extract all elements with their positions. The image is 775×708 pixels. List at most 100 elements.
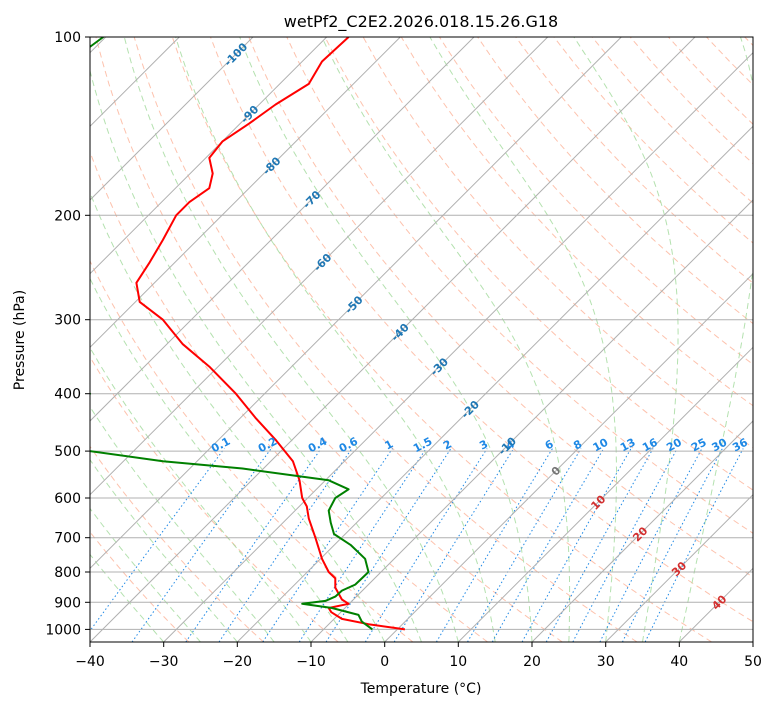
- plot-frame: [89, 36, 754, 643]
- mixing-ratio-label: 10: [591, 436, 611, 455]
- mixing-ratio-label: 1.5: [411, 435, 434, 456]
- mixing-ratio-label: 0.4: [306, 435, 330, 456]
- isotherm-line: [752, 641, 753, 642]
- moist-adiabat-line: [429, 37, 617, 642]
- isotherm-line: [90, 37, 401, 349]
- mixing-ratio-label: 2: [441, 437, 454, 452]
- y-tick-label: 100: [54, 30, 81, 46]
- x-tick-label: 40: [670, 654, 688, 670]
- y-tick-label: 900: [54, 595, 81, 611]
- mixing-ratio-label: 36: [730, 436, 750, 455]
- mixing-ratio-label: 20: [664, 436, 684, 455]
- x-tick-label: 0: [380, 654, 389, 670]
- dry-adiabat-line: [668, 37, 753, 125]
- mixing-ratio-line: [364, 448, 488, 642]
- isotherm-line: [90, 37, 696, 642]
- mixing-ratio-line: [185, 448, 322, 642]
- mixing-ratio-line: [298, 448, 427, 642]
- moist-adiabat-line: [239, 37, 533, 642]
- isotherm-line: [90, 37, 254, 201]
- dry-adiabat-line: [95, 37, 563, 642]
- plot-area: 0.1 0.2 0.4 0.6 1 1.5 2 3 4 6 8 10 13 16 20 25 30 36-100-…: [89, 36, 754, 643]
- dry-adiabat-line: [90, 259, 414, 642]
- mixing-ratio-label: 25: [689, 436, 709, 455]
- dry-adiabat-line: [706, 37, 753, 86]
- y-tick-label: 400: [54, 387, 81, 403]
- dry-adiabat-line: [744, 37, 753, 47]
- moist-adiabat-line: [90, 507, 201, 642]
- y-tick-label: 1000: [45, 622, 81, 638]
- isotherm-line: [531, 420, 753, 642]
- mixing-ratio-label: 0.6: [337, 435, 361, 456]
- mixing-ratio-label: 16: [640, 436, 660, 455]
- isotherm-line: [90, 37, 475, 422]
- y-axis-label: Pressure (hPa): [12, 290, 28, 390]
- dry-adiabat-line: [553, 37, 753, 244]
- mixing-ratio-line: [572, 448, 678, 642]
- isotherm-label: -80: [260, 154, 283, 177]
- moist-adiabat-line: [90, 191, 386, 642]
- isotherm-label: 10: [588, 492, 608, 512]
- y-tick-label: 800: [54, 565, 81, 581]
- mixing-ratio-line: [218, 448, 353, 642]
- isotherm-line: [90, 37, 622, 570]
- y-tick-label: 500: [54, 444, 81, 460]
- mixing-ratio-line: [467, 448, 582, 642]
- isotherm-line: [163, 51, 753, 642]
- mixing-ratio-line: [131, 448, 272, 642]
- y-tick-label: 300: [54, 313, 81, 329]
- dry-adiabat-line: [210, 37, 753, 623]
- isotherm-line: [605, 493, 753, 642]
- y-axis: 100 200 300 400 500 600 700 800 900 1000: [45, 30, 90, 638]
- mixing-ratio-line: [90, 448, 225, 632]
- dry-adiabat-line: [90, 356, 339, 642]
- dry-adiabat-line: [248, 37, 753, 578]
- dry-adiabat-line: [286, 37, 753, 534]
- dry-adiabat-line: [324, 37, 753, 491]
- grid-lines: [90, 37, 753, 642]
- mixing-ratio-label: 13: [618, 436, 638, 455]
- isotherm-line: [90, 37, 328, 275]
- dry-adiabat-line: [90, 445, 264, 642]
- moist-adiabat-line: [175, 37, 496, 642]
- moist-adiabat-line: [90, 68, 422, 642]
- dewpoint-line: [90, 37, 373, 631]
- mixing-ratio-line: [435, 448, 553, 642]
- mixing-ratio-line: [262, 448, 393, 642]
- moist-adiabat-line: [90, 458, 238, 642]
- mixing-ratio-line: [491, 448, 605, 642]
- mixing-ratio-line: [393, 448, 515, 642]
- background-lines: [90, 37, 753, 642]
- dry-adiabat-line: [133, 37, 638, 642]
- moist-adiabat-line: [90, 346, 312, 642]
- y-tick-label: 600: [54, 491, 81, 507]
- isotherm-line: [90, 37, 549, 496]
- temperature-line: [135, 37, 406, 631]
- dry-adiabat-line: [90, 531, 190, 642]
- y-tick-label: 200: [54, 208, 81, 224]
- moist-adiabat-line: [573, 37, 679, 642]
- y-tick-label: 700: [54, 531, 81, 547]
- x-axis: −40 −30 −20 −10 0 10 20 30 40 50: [75, 642, 762, 670]
- mixing-ratio-line: [599, 448, 703, 642]
- isotherm-line: [310, 199, 753, 642]
- isotherm-line: [678, 567, 753, 642]
- moist-adiabat-line: [90, 405, 275, 642]
- x-axis-label: Temperature (°C): [360, 681, 482, 697]
- isotherm-line: [384, 272, 753, 642]
- dry-adiabat-line: [515, 37, 753, 284]
- x-tick-label: −30: [149, 654, 179, 670]
- x-tick-label: 30: [597, 654, 615, 670]
- x-tick-label: 10: [449, 654, 467, 670]
- isotherm-line: [457, 346, 753, 642]
- data-series: [90, 37, 406, 631]
- moist-adiabat-line: [321, 37, 571, 642]
- dry-adiabat-line: [90, 150, 488, 642]
- x-tick-label: 50: [744, 654, 762, 670]
- x-tick-label: −10: [296, 654, 326, 670]
- mixing-ratio-line: [325, 448, 452, 642]
- moist-adiabat-line: [90, 277, 349, 642]
- x-tick-label: −40: [75, 654, 105, 670]
- chart-title: wetPf2_C2E2.2026.018.15.26.G18: [284, 12, 558, 32]
